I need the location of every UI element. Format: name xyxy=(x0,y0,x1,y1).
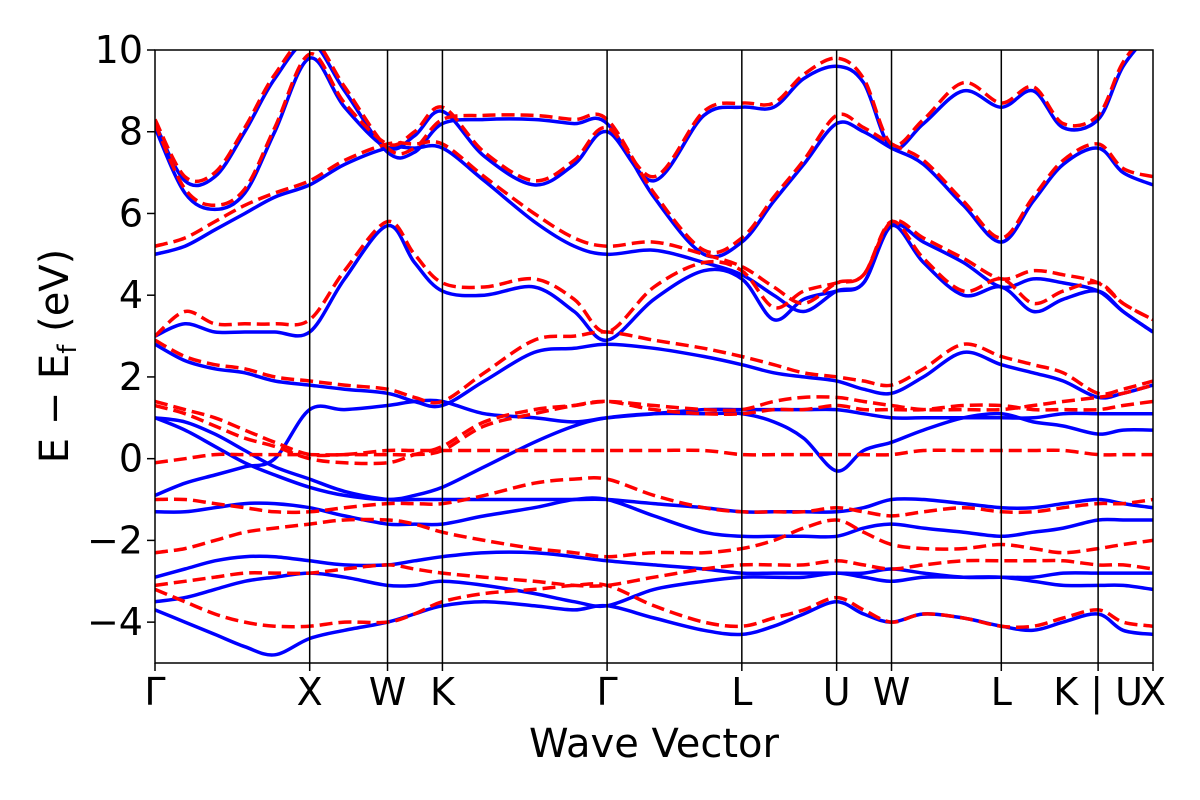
band-line-dashed xyxy=(155,517,1153,559)
band-line-solid xyxy=(155,496,1153,539)
x-tick-label: W xyxy=(873,670,911,714)
band-line-dashed xyxy=(155,581,1153,629)
band-line-solid xyxy=(155,143,1153,334)
y-tick-label: 6 xyxy=(119,191,143,235)
band-line-dashed xyxy=(155,219,1153,338)
band-line-solid xyxy=(155,416,1153,514)
plot-frame xyxy=(154,49,1154,664)
y-axis-ticks: −4 −2 0 2 4 6 8 10 xyxy=(87,28,155,644)
y-axis-title-main: E − E xyxy=(32,354,78,464)
x-tick-label: X xyxy=(1140,670,1166,714)
x-tick-label: L xyxy=(731,670,752,714)
band-line-dashed xyxy=(155,50,1135,208)
x-tick-label: L xyxy=(991,670,1012,714)
y-tick-label: 10 xyxy=(95,28,143,72)
band-line-dashed xyxy=(155,448,1153,465)
y-tick-label: −4 xyxy=(87,600,143,644)
x-tick-label: U xyxy=(823,670,851,714)
y-tick-label: 0 xyxy=(119,437,143,481)
band-line-dashed xyxy=(155,139,1153,322)
band-line-dashed xyxy=(155,475,1153,518)
x-tick-label: X xyxy=(297,670,323,714)
y-tick-label: −2 xyxy=(87,518,143,562)
y-axis-title-subscript: f xyxy=(53,344,83,354)
y-axis-title: E − Ef (eV) xyxy=(32,249,83,464)
y-axis-title-unit: (eV) xyxy=(32,249,78,345)
x-tick-label: Γ xyxy=(144,670,165,714)
band-line-solid xyxy=(155,342,1153,409)
band-line-dashed xyxy=(155,383,1153,466)
x-tick-label: K | U xyxy=(1053,670,1143,715)
x-tick-label: K xyxy=(430,670,456,714)
x-axis-title: Wave Vector xyxy=(529,721,780,767)
band-line-dashed xyxy=(155,330,1153,405)
x-tick-label: Γ xyxy=(597,670,618,714)
band-line-dashed xyxy=(155,50,1153,255)
band-line-dashed xyxy=(155,558,1153,588)
y-tick-label: 8 xyxy=(119,110,143,154)
high-symmetry-lines xyxy=(308,50,1099,663)
y-tick-label: 4 xyxy=(119,273,143,317)
y-tick-label: 2 xyxy=(119,355,143,399)
x-tick-label: W xyxy=(369,670,407,714)
